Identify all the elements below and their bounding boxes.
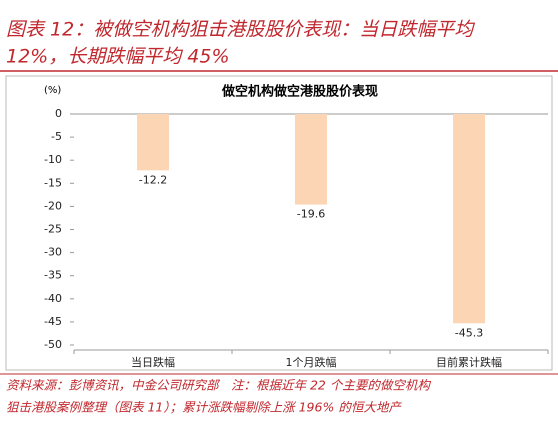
y-tick-label: -40 [44, 292, 62, 305]
y-tick-label: -35 [44, 269, 62, 282]
y-tick-label: -15 [44, 176, 62, 189]
chart-title: 做空机构做空港股股价表现 [221, 84, 378, 100]
source-line: 狙击港股案例整理（图表 11）；累计涨跌幅剔除上涨 196% 的恒大地产 [6, 400, 402, 415]
data-label: -12.2 [139, 173, 167, 186]
x-tick-label: 目前累计跌幅 [436, 355, 502, 369]
x-tick-label: 当日跌幅 [131, 355, 175, 369]
y-tick-label: -20 [44, 199, 62, 212]
data-label: -19.6 [297, 208, 325, 221]
y-tick-label: -25 [44, 223, 62, 236]
chart-frame [5, 75, 553, 371]
y-tick-label: -30 [44, 246, 62, 259]
data-label: -45.3 [455, 326, 483, 339]
unit-label: (%) [44, 85, 61, 96]
header-line: 图表 12：被做空机构狙击港股股价表现：当日跌幅平均 [6, 19, 475, 41]
header-line: 12%，长期跌幅平均 45% [6, 46, 230, 68]
y-tick-label: 0 [55, 107, 62, 120]
bar [137, 114, 169, 171]
y-tick-label: -5 [51, 130, 62, 143]
y-tick-label: -45 [44, 315, 62, 328]
bar [295, 114, 327, 205]
x-tick-label: 1个月跌幅 [286, 355, 337, 369]
bar [453, 114, 485, 324]
y-tick-label: -50 [44, 338, 62, 351]
y-tick-label: -10 [44, 153, 62, 166]
source-line: 资料来源：彭博资讯，中金公司研究部 注：根据近年 22 个主要的做空机构 [6, 378, 431, 393]
